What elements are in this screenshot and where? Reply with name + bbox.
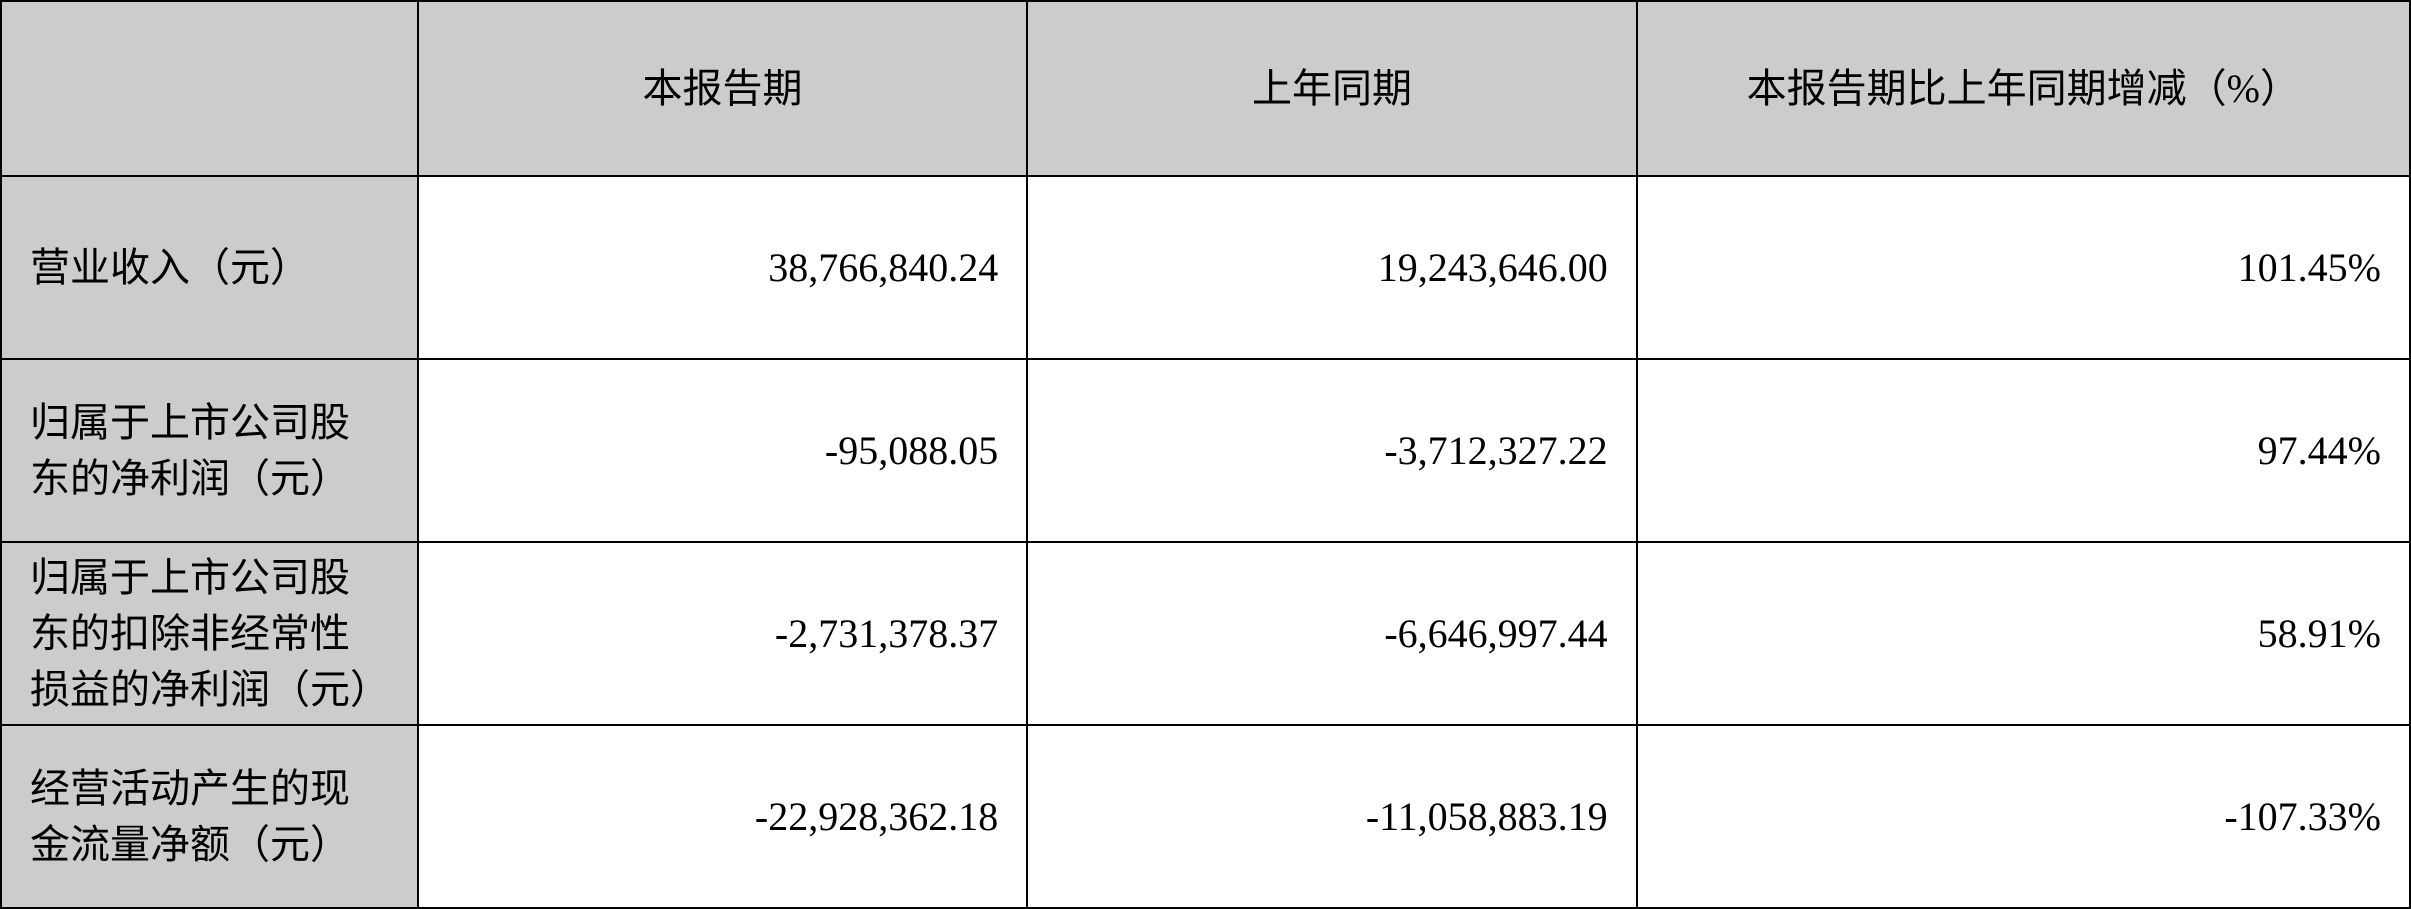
- table-header-row: 本报告期 上年同期 本报告期比上年同期增减（%）: [1, 1, 2410, 176]
- row-label: 归属于上市公司股东的净利润（元）: [1, 359, 418, 542]
- row-label: 归属于上市公司股东的扣除非经常性损益的净利润（元）: [1, 542, 418, 725]
- row-label: 营业收入（元）: [1, 176, 418, 359]
- cell-change: -107.33%: [1637, 725, 2410, 908]
- cell-current: -22,928,362.18: [418, 725, 1027, 908]
- cell-change: 58.91%: [1637, 542, 2410, 725]
- col-header-current: 本报告期: [418, 1, 1027, 176]
- row-label: 经营活动产生的现金流量净额（元）: [1, 725, 418, 908]
- cell-previous: -3,712,327.22: [1027, 359, 1636, 542]
- financial-table: 本报告期 上年同期 本报告期比上年同期增减（%） 营业收入（元） 38,766,…: [0, 0, 2411, 909]
- financial-table-wrapper: 本报告期 上年同期 本报告期比上年同期增减（%） 营业收入（元） 38,766,…: [0, 0, 2411, 907]
- table-row: 经营活动产生的现金流量净额（元） -22,928,362.18 -11,058,…: [1, 725, 2410, 908]
- cell-current: -95,088.05: [418, 359, 1027, 542]
- col-header-blank: [1, 1, 418, 176]
- cell-previous: 19,243,646.00: [1027, 176, 1636, 359]
- col-header-previous: 上年同期: [1027, 1, 1636, 176]
- cell-current: 38,766,840.24: [418, 176, 1027, 359]
- table-row: 营业收入（元） 38,766,840.24 19,243,646.00 101.…: [1, 176, 2410, 359]
- table-row: 归属于上市公司股东的净利润（元） -95,088.05 -3,712,327.2…: [1, 359, 2410, 542]
- table-row: 归属于上市公司股东的扣除非经常性损益的净利润（元） -2,731,378.37 …: [1, 542, 2410, 725]
- cell-previous: -11,058,883.19: [1027, 725, 1636, 908]
- col-header-change: 本报告期比上年同期增减（%）: [1637, 1, 2410, 176]
- cell-current: -2,731,378.37: [418, 542, 1027, 725]
- cell-change: 101.45%: [1637, 176, 2410, 359]
- cell-change: 97.44%: [1637, 359, 2410, 542]
- cell-previous: -6,646,997.44: [1027, 542, 1636, 725]
